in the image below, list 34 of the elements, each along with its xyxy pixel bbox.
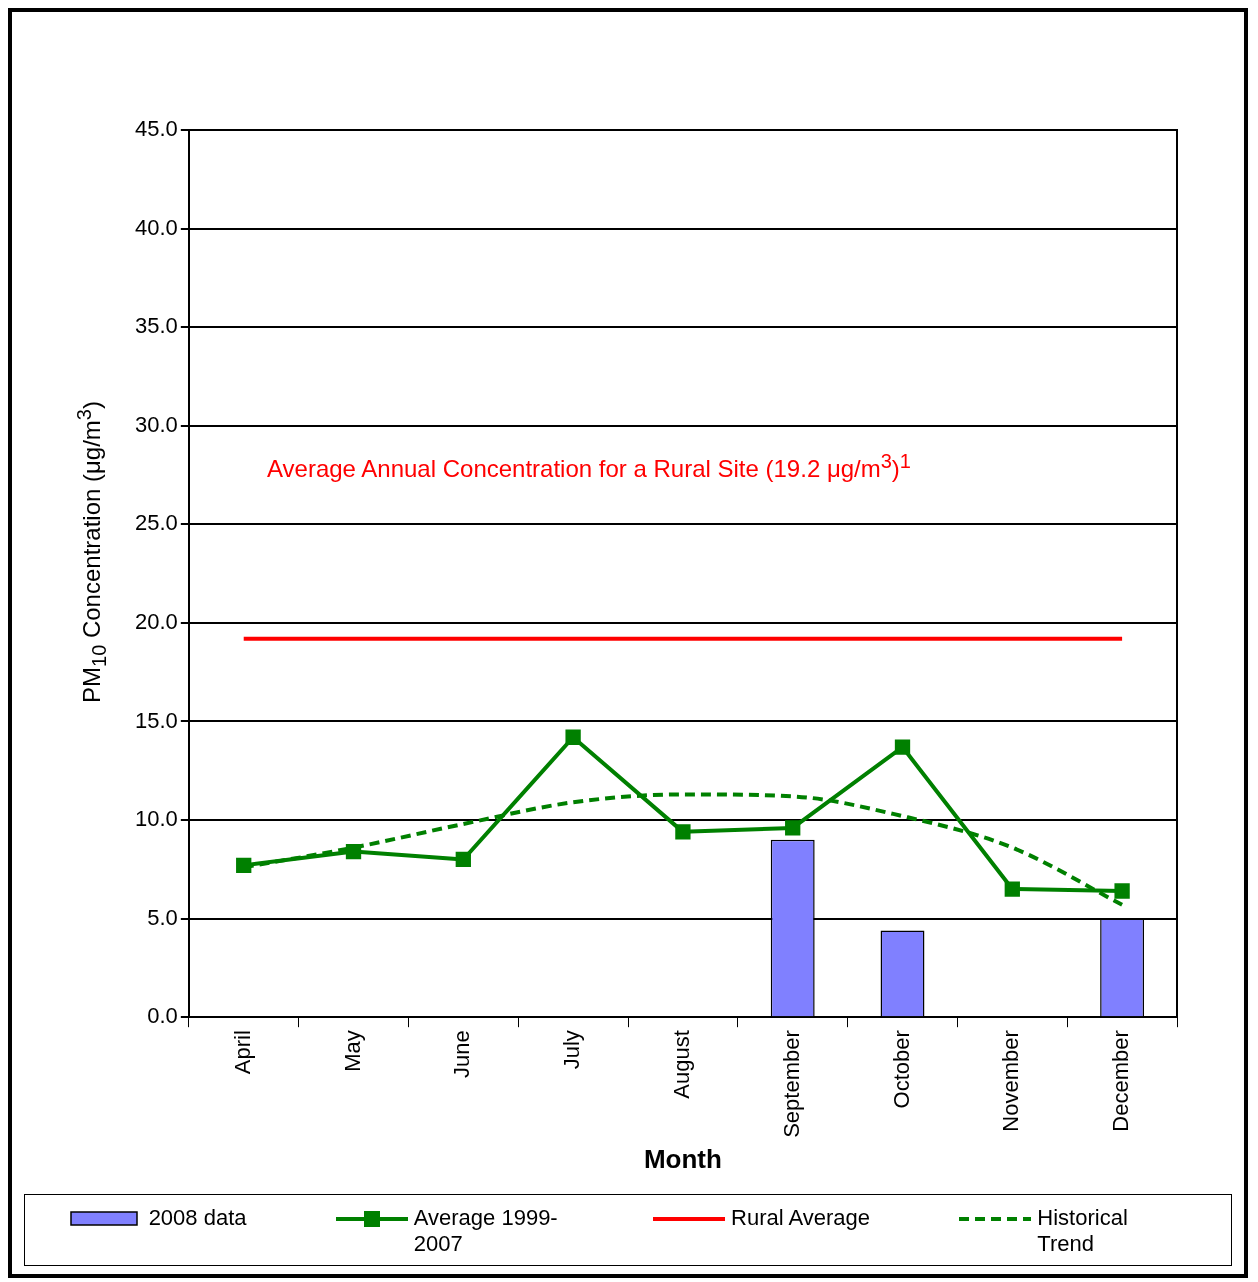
point: [785, 820, 801, 836]
point: [675, 824, 691, 840]
legend-label: Average 1999-2007: [413, 1205, 559, 1257]
x-tick-label: April: [229, 1030, 255, 1075]
y-tick-label: 5.0: [147, 904, 178, 930]
x-tick-label: November: [998, 1030, 1024, 1132]
x-tick-label: December: [1108, 1030, 1134, 1132]
y-tick-label: 45.0: [134, 116, 178, 142]
annotation: Average Annual Concentration for a Rural Site (19.2 μg/m$^{3}$)$^{1}$: [267, 450, 911, 483]
x-tick-label: July: [559, 1030, 585, 1070]
point: [455, 851, 471, 868]
point: [1114, 883, 1130, 899]
y-tick-label: 40.0: [134, 214, 178, 240]
y-tick-label: 30.0: [134, 411, 178, 437]
y-tick-label: 10.0: [134, 806, 178, 832]
y-tick-label: 25.0: [134, 510, 178, 536]
point: [345, 843, 362, 860]
x-tick-label: May: [339, 1030, 365, 1072]
y-tick-label: 35.0: [134, 313, 178, 339]
point: [1004, 881, 1020, 897]
legend-label: Rural Average: [731, 1205, 871, 1231]
x-tick-label: October: [888, 1030, 914, 1109]
y-tick-label: 15.0: [134, 707, 178, 733]
y-tick-label: 0.0: [147, 1003, 178, 1029]
legend-label: Historical Trend: [1037, 1205, 1129, 1257]
point: [236, 857, 252, 874]
x-axis-title: Month: [643, 1143, 722, 1174]
x-tick-label: September: [778, 1030, 804, 1138]
legend-label: 2008 data: [148, 1205, 247, 1231]
x-tick-label: August: [668, 1030, 694, 1099]
x-tick-label: June: [449, 1030, 475, 1078]
y-tick-label: 20.0: [134, 608, 178, 634]
point: [565, 729, 581, 745]
point: [894, 739, 911, 755]
